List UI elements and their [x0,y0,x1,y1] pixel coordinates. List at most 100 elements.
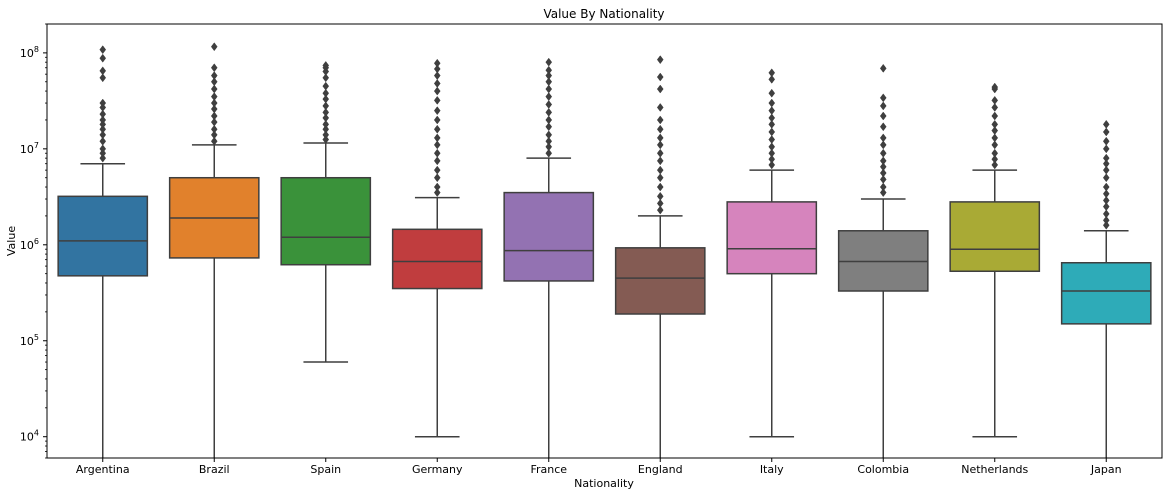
x-tick-label: Japan [1090,463,1122,476]
outlier-point [656,205,664,215]
x-axis-label: Nationality [574,477,634,490]
outlier-point [322,61,330,70]
outlier-point [322,130,330,140]
outlier-point [991,103,999,112]
outlier-point [433,124,441,134]
outlier-point [879,162,887,172]
outlier-point [656,55,664,65]
box-england [614,55,706,458]
outlier-point [545,122,553,132]
outlier-point [433,133,441,143]
outlier-point [768,98,776,108]
iqr-box [726,201,818,275]
outlier-point [768,68,776,78]
outlier-point [433,182,441,192]
outlier-point [545,100,553,109]
outlier-point [879,133,887,143]
x-tick-label: Italy [760,463,784,476]
x-tick-label: Brazil [199,463,230,476]
y-tick-exponent: 7 [34,141,39,150]
outlier-point [99,136,107,146]
outlier-point [656,165,664,175]
outlier-point [433,106,441,116]
outlier-point [879,63,887,73]
y-tick-label: 108 [20,45,39,60]
iqr-box [280,176,372,266]
outlier-point [322,107,330,117]
outlier-point [433,71,441,81]
outlier-point [99,98,107,108]
outlier-point [433,58,441,68]
outlier-point [656,198,664,208]
outlier-point [879,168,887,178]
outlier-point [210,42,218,52]
outlier-point [433,188,441,198]
outlier-point [991,119,999,129]
x-tick-label: France [530,463,567,476]
outlier-point [545,148,553,158]
iqr-box [1060,262,1152,325]
outlier-point [768,88,776,98]
outlier-point [322,113,330,123]
iqr-box [614,247,706,315]
outlier-point [768,160,776,170]
outlier-point [99,144,107,154]
outlier-point [991,160,999,170]
outlier-point [879,93,887,103]
outlier-point [768,106,776,116]
y-axis-label: Value [5,226,18,256]
outlier-point [1102,119,1110,129]
outlier-point [879,175,887,184]
outlier-point [768,135,776,144]
outlier-point [656,103,664,112]
outlier-point [210,130,218,140]
outlier-point [991,133,999,143]
outlier-point [656,148,664,158]
box-argentina [57,45,149,458]
outlier-point [1102,189,1110,199]
x-tick-label: Spain [310,463,341,476]
outlier-point [656,115,664,125]
plot-frame [46,23,1163,459]
outlier-point [879,188,887,198]
y-tick-label: 107 [20,141,39,156]
outlier-point [1102,220,1110,230]
outlier-point [99,66,107,76]
outlier-point [210,111,218,121]
outlier-point [99,124,107,134]
outlier-point [322,124,330,134]
outlier-point [879,156,887,166]
outlier-point [322,101,330,111]
outlier-point [879,140,887,150]
outlier-point [433,173,441,183]
outlier-point [1102,182,1110,192]
outlier-point [879,101,887,111]
box-germany [391,58,483,438]
outlier-point [1102,209,1110,219]
outlier-point [322,135,330,144]
outlier-point [1102,127,1110,137]
y-tick-label: 106 [20,237,39,252]
outlier-point [991,111,999,121]
outlier-point [99,115,107,125]
outlier-point [433,140,441,150]
y-tick-label: 104 [20,429,39,444]
outlier-point [545,84,553,94]
outlier-point [322,81,330,91]
outlier-point [879,111,887,121]
outlier-point [656,133,664,143]
outlier-point [322,88,330,98]
outlier-point [433,79,441,88]
outlier-point [1102,136,1110,146]
outlier-point [99,109,107,119]
outlier-point [322,94,330,104]
outlier-point [1102,196,1110,205]
outlier-point [210,71,218,81]
outlier-point [433,95,441,105]
y-tick-base: 10 [20,431,34,444]
iqr-box [391,228,483,290]
outlier-point [656,84,664,94]
box-colombia [837,63,929,458]
outlier-point [433,64,441,74]
